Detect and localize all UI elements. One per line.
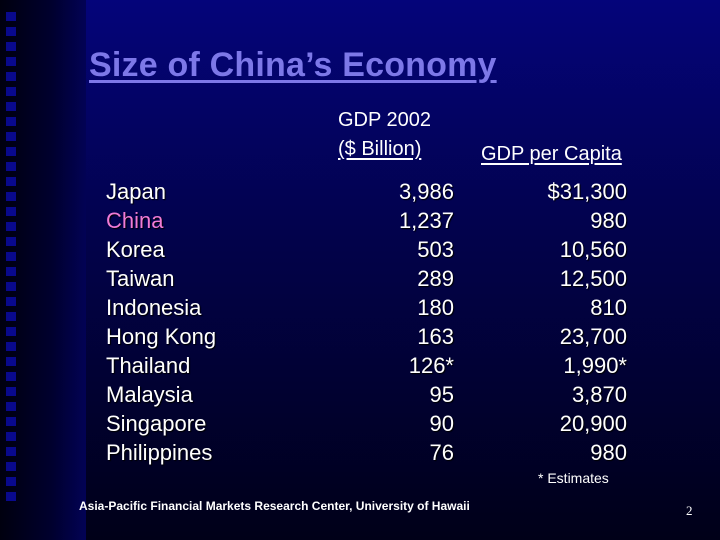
source-footer: Asia-Pacific Financial Markets Research … [79, 499, 470, 513]
gdp-per-capita-column: $31,300 980 10,560 12,500 810 23,700 1,990* 3,8… [510, 177, 627, 467]
gdp-per-capita-cell: 20,900 [559, 411, 627, 436]
page-number: 2 [686, 503, 693, 518]
country-column: Japan China Korea Taiwan Indonesia Hong Kong T… [106, 177, 216, 467]
gdp-cell: 90 [429, 411, 454, 436]
gdp-column: 3,986 1,237 503 289 180 163 126* 95 90 76 [362, 177, 454, 467]
gdp-cell: 180 [417, 295, 454, 320]
gdp-per-capita-cell: 10,560 [559, 237, 627, 262]
gdp-per-capita-cell: 23,700 [559, 324, 627, 349]
country-cell: Japan [106, 179, 166, 204]
gdp-per-capita-cell: 810 [590, 295, 627, 320]
gdp-header: GDP 2002 ($ Billion) [338, 106, 431, 164]
bullet-strip-decoration [6, 12, 16, 502]
country-cell: Hong Kong [106, 324, 217, 349]
estimates-note: * Estimates [538, 470, 609, 486]
country-cell: Thailand [106, 353, 191, 378]
gdp-header-line1: GDP 2002 [338, 109, 432, 131]
country-cell: Taiwan [106, 266, 175, 291]
gdp-cell: 163 [417, 324, 454, 349]
gdp-cell: 95 [429, 382, 454, 407]
gdp-per-capita-cell: 980 [590, 208, 627, 233]
country-cell: Malaysia [106, 382, 193, 407]
left-decor-bar [0, 0, 86, 540]
gdp-cell: 1,237 [398, 208, 454, 233]
gdp-per-capita-header: GDP per Capita [481, 143, 622, 165]
gdp-cell: 76 [429, 440, 454, 465]
gdp-header-line2: ($ Billion) [338, 138, 422, 160]
gdp-cell: 503 [417, 237, 454, 262]
country-cell: Indonesia [106, 295, 202, 320]
gdp-per-capita-cell: 3,870 [571, 382, 627, 407]
gdp-per-capita-cell: $31,300 [547, 179, 627, 204]
slide-title: Size of China’s Economy [89, 46, 497, 84]
country-cell: Korea [106, 237, 165, 262]
gdp-cell: 3,986 [398, 179, 454, 204]
gdp-per-capita-cell: 12,500 [559, 266, 627, 291]
country-cell: Singapore [106, 411, 207, 436]
country-cell: Philippines [106, 440, 213, 465]
country-cell: China [106, 208, 164, 233]
gdp-cell: 126* [408, 353, 454, 378]
gdp-per-capita-cell: 1,990* [563, 353, 627, 378]
gdp-per-capita-cell: 980 [590, 440, 627, 465]
gdp-cell: 289 [417, 266, 454, 291]
